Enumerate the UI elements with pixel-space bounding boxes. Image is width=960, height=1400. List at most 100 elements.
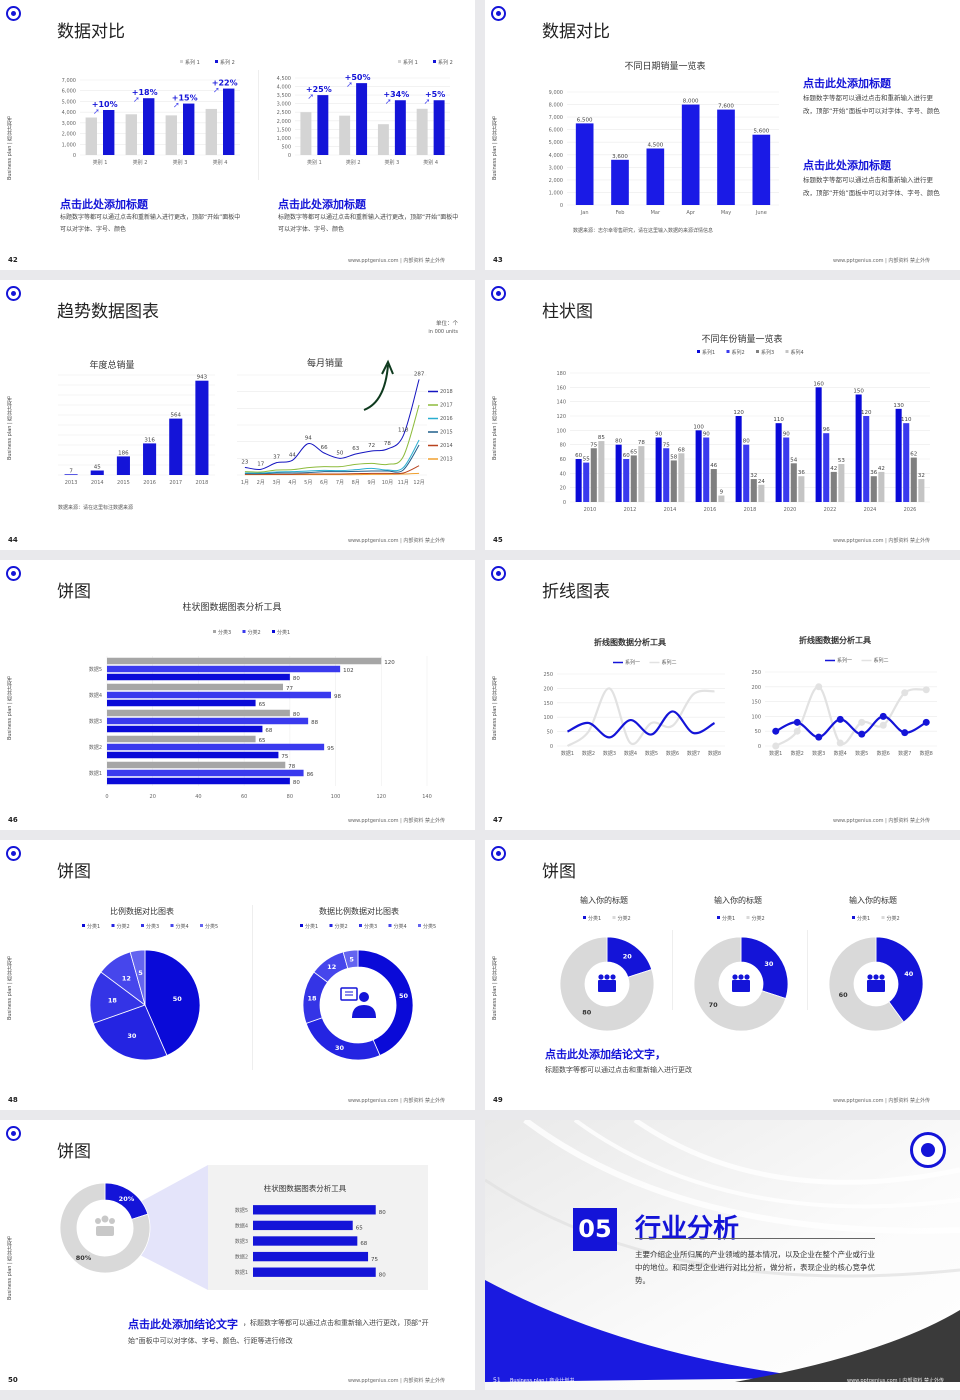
page-number: 50 — [8, 1376, 18, 1384]
logo-icon — [491, 6, 506, 21]
growth-annotation: +18% — [132, 88, 158, 97]
slice-label: 20% — [119, 1195, 135, 1203]
footer: www.pptgenius.com | 内部资料 禁止外传 — [832, 258, 930, 264]
x-tick-label: Jan — [580, 210, 589, 216]
university-logo-icon — [910, 1132, 946, 1168]
slide-45[interactable]: 柱状图 Business plan | 商业计划书 不同年份销量一览表 0 20 4… — [485, 280, 960, 550]
chart-title: 不同年份销量一览表 — [701, 335, 783, 345]
legend-label: 2016 — [440, 416, 453, 422]
slide-44[interactable]: 趋势数据图表 Business plan | 商业计划书 单位：个 in 000… — [0, 280, 475, 550]
section-description: 主要介绍企业所归属的产业领域的基本情况，以及企业在整个产业或行业中的地位。和同类… — [635, 1250, 875, 1285]
slide-49[interactable]: 饼图 Business plan | 商业计划书 输入你的标题 输入你的标题 输… — [485, 840, 960, 1110]
bar — [630, 455, 637, 502]
x-tick-label: 2010 — [584, 507, 597, 513]
slide-43[interactable]: 数据对比 Business plan | 商业计划书 不同日期销量一览表 0 1,… — [485, 0, 960, 270]
data-label: 120 — [861, 410, 872, 416]
series-line — [567, 710, 716, 739]
legend-swatch — [746, 916, 750, 919]
legend-item: 2018 — [428, 389, 453, 395]
bar — [300, 112, 312, 155]
slide-42[interactable]: 数据对比 Business plan | 商业计划书 0 1,000 2,000 3,… — [0, 0, 475, 270]
slide-50[interactable]: 饼图 Business plan | 商业计划书 柱状图数据图表分析工具 20%… — [0, 1120, 475, 1390]
legend-label: 系列 1 — [185, 59, 200, 66]
pie-slice — [342, 949, 359, 969]
legend-swatch — [785, 350, 789, 353]
bar — [655, 437, 662, 502]
data-label: 80 — [743, 439, 750, 445]
x-tick-label: 3月 — [272, 480, 280, 486]
x-tick-label: 数据7 — [898, 750, 911, 757]
data-label: 88 — [311, 720, 318, 726]
growth-annotation: +22% — [212, 79, 238, 88]
x-tick-label: 2014 — [91, 480, 104, 486]
slide-48[interactable]: 饼图 Business plan | 商业计划书 比例数据对比图表 数据比例数据… — [0, 840, 475, 1110]
data-point — [858, 718, 866, 726]
y-tick-label: 50 — [547, 730, 553, 736]
trend-arrow-icon — [363, 359, 394, 411]
data-label: 316 — [144, 437, 155, 443]
footer: www.pptgenius.com | 内部资料 禁止外传 — [846, 1378, 944, 1384]
slide-title: 饼图 — [57, 1142, 91, 1162]
slide-title: 饼图 — [57, 582, 91, 602]
person-icon — [340, 987, 376, 1018]
x-tick-label: 40 — [195, 794, 201, 800]
donut-title: 输入你的标题 — [714, 896, 762, 905]
bar — [107, 777, 290, 785]
y-tick-label: 120 — [556, 414, 566, 420]
heading-right: 点击此处添加标题 — [278, 198, 366, 211]
legend-label: 分类2 — [335, 923, 348, 930]
data-point — [879, 721, 887, 729]
section-number: 05 — [573, 1208, 617, 1251]
y-tick-label: 6,000 — [549, 128, 563, 134]
bar — [670, 460, 677, 502]
series-line — [244, 444, 420, 475]
bar — [798, 476, 805, 502]
bar — [107, 665, 341, 673]
bar — [838, 464, 845, 502]
slide-51[interactable]: 05 行业分析 主要介绍企业所归属的产业领域的基本情况，以及企业在整个产业或行业… — [485, 1120, 960, 1390]
series-line — [244, 439, 420, 474]
donut-chart: 30 70 分类1 分类2 — [693, 915, 789, 1032]
legend-swatch — [300, 924, 303, 927]
y-tick-label: 60 — [560, 457, 566, 463]
x-tick-label: 类别 4 — [213, 159, 228, 166]
data-label: 80 — [293, 676, 300, 682]
legend-label: 2018 — [440, 389, 453, 395]
source-note: 数据来源：志尔幸零售研究，请在这里输入数据的来源详情信息 — [573, 228, 714, 234]
data-label: 50 — [336, 450, 343, 456]
bar — [253, 1205, 376, 1215]
data-label: 85 — [598, 435, 605, 441]
y-category-label: 数据4 — [89, 692, 102, 699]
slide-title: 数据对比 — [57, 22, 125, 42]
x-tick-label: 12月 — [413, 480, 424, 486]
bar — [107, 743, 325, 751]
slide-47[interactable]: 折线图表 Business plan | 商业计划书 折线图数据分析工具 折线图… — [485, 560, 960, 830]
legend-swatch — [329, 924, 333, 927]
data-label: 60 — [575, 453, 582, 459]
bar — [125, 114, 137, 155]
x-tick-label: 类别 2 — [346, 159, 361, 166]
y-tick-label: 7,000 — [62, 78, 76, 84]
logo-icon — [491, 846, 506, 861]
donut-title: 输入你的标题 — [849, 896, 897, 905]
page-number: 48 — [8, 1096, 18, 1104]
y-tick-label: 40 — [560, 471, 566, 477]
y-tick-label: 1,500 — [277, 127, 291, 133]
slide-46[interactable]: 饼图 Business plan | 商业计划书 柱状图数据图表分析工具 0 20… — [0, 560, 475, 830]
x-tick-label: 120 — [377, 794, 387, 800]
data-label: 24 — [758, 479, 765, 485]
y-tick-label: 5,000 — [62, 99, 76, 105]
data-label: 110 — [773, 417, 784, 423]
bar — [790, 463, 797, 502]
data-label: 564 — [171, 413, 182, 419]
bar — [143, 98, 155, 155]
legend-label: 2015 — [440, 430, 453, 436]
data-point — [836, 715, 844, 723]
team-icons — [598, 974, 885, 992]
legend-swatch — [756, 350, 759, 353]
conclusion-body: 标题数字等都可以通过点击和重新输入进行更改 — [545, 1066, 692, 1074]
data-label: 100 — [693, 424, 704, 430]
footer: www.pptgenius.com | 内部资料 禁止外传 — [832, 1098, 930, 1104]
legend-label: 系列 2 — [438, 59, 453, 66]
growth-annotation: +34% — [383, 90, 409, 99]
